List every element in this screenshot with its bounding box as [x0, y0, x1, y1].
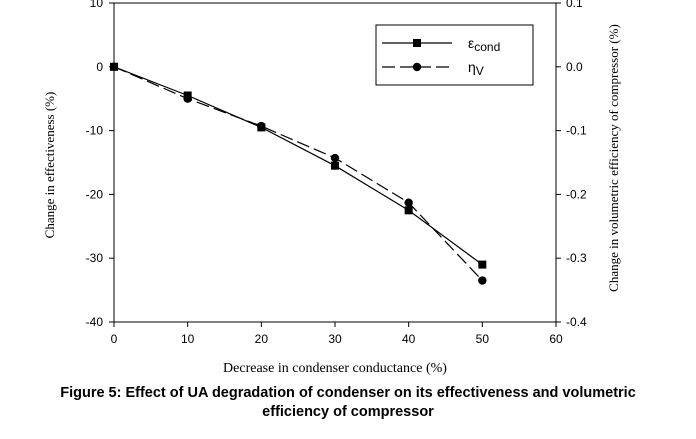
series-2-point	[330, 153, 340, 163]
y-right-axis-label: Change in volumetric efficiency of compr…	[606, 24, 621, 292]
caption-line-1: Figure 5: Effect of UA degradation of co…	[60, 385, 636, 401]
y-left-tick-label: 10	[90, 0, 104, 10]
legend-entry-2: ηV	[468, 59, 484, 78]
y-right-tick-label: 0.0	[566, 60, 583, 74]
series-2-point	[257, 121, 266, 131]
series-1-point	[478, 260, 487, 269]
legend-entry-subscript: V	[476, 64, 484, 78]
y-right-tick-label: 0.1	[566, 0, 583, 10]
x-axis-label: Decrease in condenser conductance (%)	[223, 361, 447, 376]
y-left-tick-label: -20	[86, 187, 104, 201]
legend: εcond ηV	[375, 24, 534, 86]
series-2-point	[478, 276, 487, 285]
y-left-axis: 10 0 -10 -20 -30 -40	[86, 0, 114, 329]
series-line-1	[113, 66, 483, 266]
x-tick-label: 20	[255, 332, 269, 346]
x-tick-label: 50	[476, 332, 490, 346]
x-tick-label: 10	[181, 332, 195, 346]
y-right-axis: 0.1 0.0 -0.1 -0.2 -0.3 -0.4	[556, 0, 587, 329]
x-tick-label: 60	[549, 332, 563, 346]
series-layer	[109, 62, 487, 285]
y-left-tick-label: 0	[96, 60, 103, 74]
y-right-tick-label: -0.1	[566, 124, 587, 138]
x-tick-label: 0	[111, 332, 118, 346]
series-1-point	[404, 206, 413, 215]
series-line-2	[113, 66, 483, 281]
series-2-point	[404, 198, 413, 207]
y-right-tick-label: -0.3	[566, 251, 587, 265]
series-2-point	[109, 62, 119, 71]
y-right-tick-label: -0.4	[566, 315, 587, 329]
caption-line-2: efficiency of compressor	[262, 404, 434, 420]
y-left-axis-label: Change in effectiveness (%)	[42, 92, 57, 239]
series-1-point	[331, 161, 339, 170]
y-left-tick-label: -30	[86, 251, 104, 265]
y-right-tick-label: -0.2	[566, 187, 587, 201]
x-axis: 0 10 20 30 40 50 60	[111, 322, 563, 346]
legend-box	[375, 24, 534, 86]
legend-entry-1: εcond	[468, 35, 500, 54]
legend-entry-subscript: cond	[474, 40, 500, 54]
legend-marker-1	[413, 39, 421, 47]
y-left-tick-label: -40	[86, 315, 104, 329]
x-tick-label: 30	[328, 332, 342, 346]
figure-caption: Figure 5: Effect of UA degradation of co…	[0, 384, 696, 422]
x-tick-label: 40	[402, 332, 416, 346]
series-2-point	[183, 94, 192, 103]
y-left-tick-label: -10	[86, 124, 104, 138]
legend-marker-2	[412, 62, 422, 72]
